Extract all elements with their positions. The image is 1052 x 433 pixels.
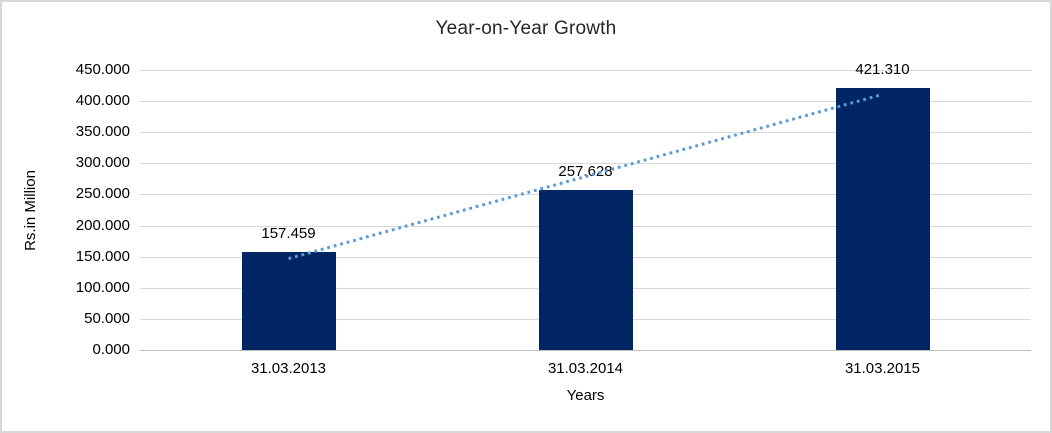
y-axis-tick-label: 0.000 [92, 341, 130, 358]
y-axis-tick-label: 100.000 [75, 278, 130, 296]
gridline [140, 101, 1031, 103]
bar-value-label: 157.459 [261, 225, 316, 243]
y-axis-tick-label: 150.000 [75, 247, 130, 265]
x-axis-line [140, 350, 1031, 351]
x-axis-tick-label: 31.03.2014 [547, 360, 624, 377]
y-axis-tick-label: 250.000 [75, 185, 130, 203]
y-axis-tick-label: 50.000 [84, 309, 130, 327]
x-axis-title: Years [566, 387, 605, 404]
bar [835, 87, 930, 350]
y-axis-title-text: Rs.in Million [21, 169, 39, 251]
gridline [140, 132, 1031, 134]
y-axis-tick-label: 200.000 [75, 216, 130, 234]
trendline-layer [288, 92, 883, 261]
plot-area: 157.459 257.628 421.310 [140, 61, 1031, 351]
gridline [140, 163, 1031, 165]
x-axis-tick-label: 31.03.2015 [844, 360, 921, 377]
bar [538, 189, 633, 350]
x-axis-tick-label: 31.03.2013 [250, 360, 327, 377]
chart-title: Year-on-Year Growth [435, 18, 617, 39]
y-axis-tick-label: 300.000 [75, 154, 130, 172]
bar-value-label: 257.628 [558, 162, 613, 180]
bar [241, 252, 336, 350]
gridline [140, 70, 1031, 71]
trendline [288, 92, 883, 261]
y-axis-tick-label: 450.000 [75, 61, 130, 78]
y-axis-tick-label: 350.000 [75, 123, 130, 141]
y-axis-tick-label: 400.000 [75, 92, 130, 110]
bar-value-label: 421.310 [855, 60, 910, 78]
